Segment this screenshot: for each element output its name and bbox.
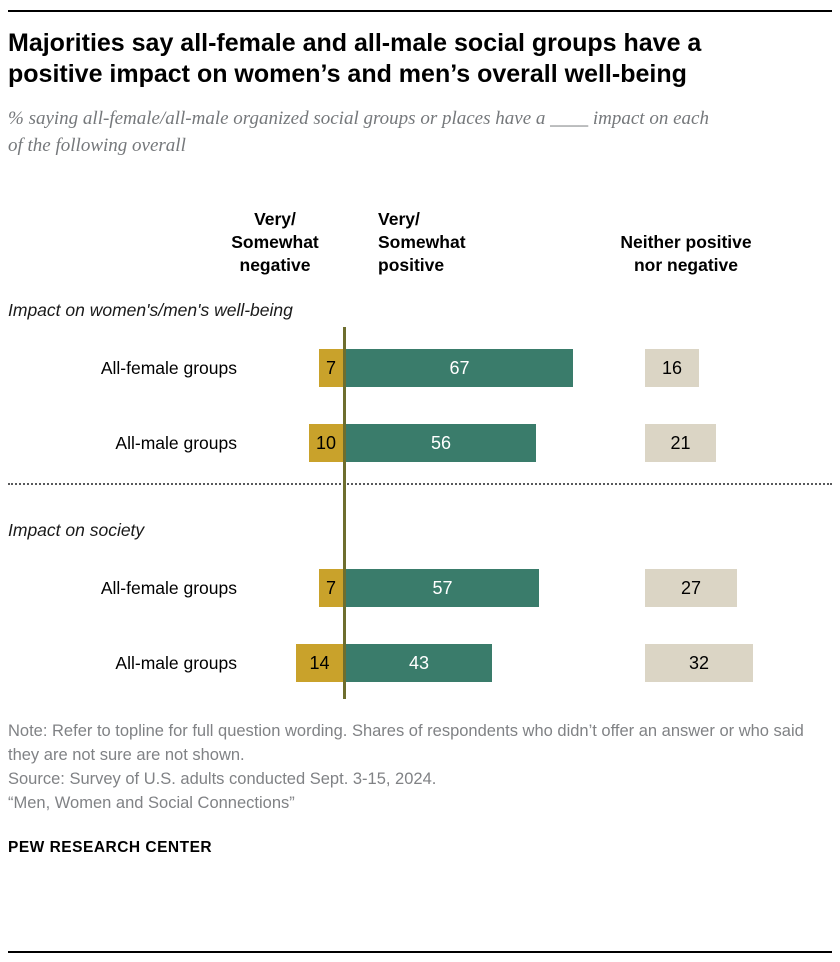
bar-negative: 14 [296,644,343,682]
bottom-rule [8,951,832,953]
report-title-line: “Men, Women and Social Connections” [8,794,295,812]
note-line: Note: Refer to topline for full question… [8,722,804,764]
bar-neither: 21 [645,424,716,462]
chart-row: All-male groups 14 43 32 [0,644,840,682]
chart-subtitle: % saying all-female/all-male organized s… [8,108,709,156]
section-label: Impact on women's/men's well-being [8,300,293,320]
footer-brand: PEW RESEARCH CENTER [8,839,213,856]
row-label: All-female groups [100,578,237,598]
top-rule [8,10,832,12]
column-header-negative: Very/ Somewhat negative [231,209,319,275]
bar-positive: 56 [346,424,536,462]
column-header-neither: Neither positive nor negative [620,232,752,275]
section-label: Impact on society [8,520,145,540]
zero-axis-line [343,327,346,699]
chart-notes: Note: Refer to topline for full question… [8,719,832,815]
row-label: All-male groups [115,433,237,453]
chart-row: All-female groups 7 67 16 [0,349,840,387]
bar-negative: 7 [319,349,343,387]
bar-negative: 10 [309,424,343,462]
chart-row: All-male groups 10 56 21 [0,424,840,462]
bar-positive: 43 [346,644,492,682]
column-headers: Very/ Somewhat negative Very/ Somewhat p… [0,175,840,277]
row-label: All-male groups [115,653,237,673]
section-divider [8,483,832,485]
bar-positive: 67 [346,349,573,387]
column-header-positive: Very/ Somewhat positive [378,209,466,275]
row-label: All-female groups [100,358,237,378]
source-line: Source: Survey of U.S. adults conducted … [8,770,437,788]
bar-neither: 16 [645,349,699,387]
chart-title: Majorities say all-female and all-male s… [8,29,702,88]
chart-row: All-female groups 7 57 27 [0,569,840,607]
bar-positive: 57 [346,569,539,607]
bar-neither: 32 [645,644,753,682]
bar-neither: 27 [645,569,737,607]
bar-negative: 7 [319,569,343,607]
bar-chart: Impact on women's/men's well-being All-fe… [0,299,840,699]
